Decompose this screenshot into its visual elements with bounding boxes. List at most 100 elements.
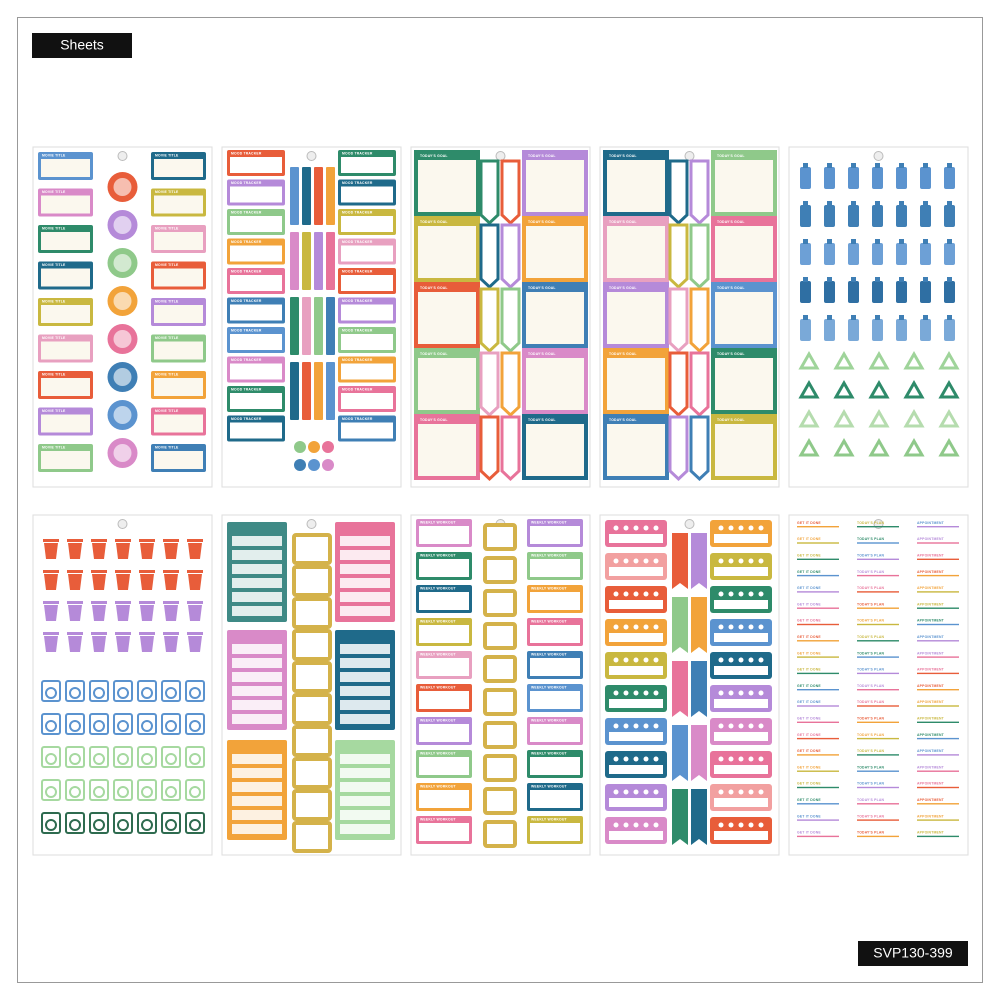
- heart: [738, 756, 744, 762]
- sticker-text: TODAY'S GOAL: [528, 352, 556, 356]
- underline: [797, 542, 839, 544]
- washer-door: [93, 819, 105, 831]
- sticker-inner: [230, 393, 282, 409]
- heart: [643, 690, 649, 696]
- bottle-cap: [851, 277, 856, 282]
- underline: [797, 640, 839, 642]
- gold-frame: [292, 757, 332, 789]
- bottle-cap: [923, 201, 928, 206]
- sticker-text: WEEKLY WORKOUT: [531, 686, 567, 690]
- bottle-cap: [803, 239, 808, 244]
- washer-door: [45, 786, 57, 798]
- heart: [623, 756, 629, 762]
- text-sticker: APPOINTMENT: [917, 651, 945, 655]
- arrow-tab: [479, 159, 500, 226]
- sticker-inner: [530, 559, 580, 577]
- gold-frame: [292, 597, 332, 629]
- smiley: [308, 441, 320, 453]
- sticker-text: TODAY'S GOAL: [420, 286, 448, 290]
- list-line: [232, 782, 282, 792]
- bookmark: [672, 725, 688, 781]
- heart: [758, 690, 764, 696]
- trash-lid: [91, 570, 107, 573]
- badge-inner: [113, 444, 132, 462]
- sticker-inner: [341, 216, 393, 232]
- underline: [917, 721, 959, 723]
- sticker-inner: [530, 592, 580, 610]
- trash-lid: [115, 601, 131, 604]
- heart: [653, 723, 659, 729]
- sticker-text: TODAY'S GOAL: [609, 286, 637, 290]
- goal-box: [414, 150, 480, 216]
- sticker-text: TODAY'S GOAL: [609, 418, 637, 422]
- recycle-icon: [833, 350, 855, 370]
- text-sticker: APPOINTMENT: [917, 668, 945, 672]
- sticker-text: MOOD TRACKER: [231, 329, 262, 333]
- strip: [314, 297, 323, 355]
- list-line: [340, 592, 390, 602]
- recycle-icon: [833, 437, 855, 457]
- text-sticker: GET IT DONE: [797, 570, 821, 574]
- sticker-inner: [41, 341, 90, 360]
- sticker-text: MOOD TRACKER: [231, 240, 262, 244]
- heart: [748, 558, 754, 564]
- sticker-text: MOVIE TITLE: [155, 227, 179, 231]
- underline: [797, 754, 839, 756]
- sticker-text: WEEKLY WORKOUT: [531, 554, 567, 558]
- washer-door: [189, 753, 201, 765]
- trash-can: [68, 574, 82, 590]
- list-line: [232, 714, 282, 724]
- heart: [758, 591, 764, 597]
- heart: [718, 624, 724, 630]
- list-line: [232, 796, 282, 806]
- text-sticker: TODAY'S PLAN: [857, 733, 884, 737]
- text-sticker: APPOINTMENT: [917, 521, 945, 525]
- goal-box: [603, 414, 669, 480]
- sticker-text: MOOD TRACKER: [231, 181, 262, 185]
- recycle-icon: [833, 379, 855, 399]
- text-sticker: APPOINTMENT: [917, 798, 945, 802]
- gold-frame: [483, 523, 517, 551]
- washer-door: [117, 819, 129, 831]
- trash-lid: [67, 632, 83, 635]
- sticker-inner: [419, 592, 469, 610]
- arrow-tab: [668, 415, 689, 482]
- sticker-text: WEEKLY WORKOUT: [420, 686, 456, 690]
- strip: [326, 297, 335, 355]
- sticker-text: TODAY'S GOAL: [420, 220, 448, 224]
- heart-box-inner: [609, 699, 663, 708]
- gold-frame: [292, 565, 332, 597]
- washer-door: [93, 753, 105, 765]
- text-sticker: GET IT DONE: [797, 602, 821, 606]
- underline: [857, 754, 899, 756]
- smiley: [308, 459, 320, 471]
- goal-head: [524, 284, 586, 292]
- gold-frame: [292, 725, 332, 757]
- sticker-text: MOOD TRACKER: [231, 358, 262, 362]
- bookmark: [691, 725, 707, 781]
- heart: [728, 624, 734, 630]
- underline: [797, 786, 839, 789]
- goal-box: [522, 348, 588, 414]
- bottle: [848, 281, 859, 303]
- bottle-cap: [851, 315, 856, 320]
- list-line: [232, 550, 282, 560]
- sticker-inner: [41, 195, 90, 214]
- goal-head: [605, 152, 667, 160]
- gold-frame: [483, 721, 517, 749]
- goal-box: [603, 216, 669, 282]
- heart: [718, 558, 724, 564]
- badge-inner: [113, 368, 132, 386]
- arrow-tab: [479, 415, 500, 482]
- trash-lid: [139, 601, 155, 604]
- heart: [758, 525, 764, 531]
- bottle-cap: [851, 163, 856, 168]
- heart: [633, 525, 639, 531]
- heart: [738, 558, 744, 564]
- heart: [748, 624, 754, 630]
- text-sticker: APPOINTMENT: [917, 602, 945, 606]
- goal-box: [711, 216, 777, 282]
- sticker-inner: [154, 268, 203, 287]
- sticker-text: WEEKLY WORKOUT: [531, 818, 567, 822]
- strip: [290, 167, 299, 225]
